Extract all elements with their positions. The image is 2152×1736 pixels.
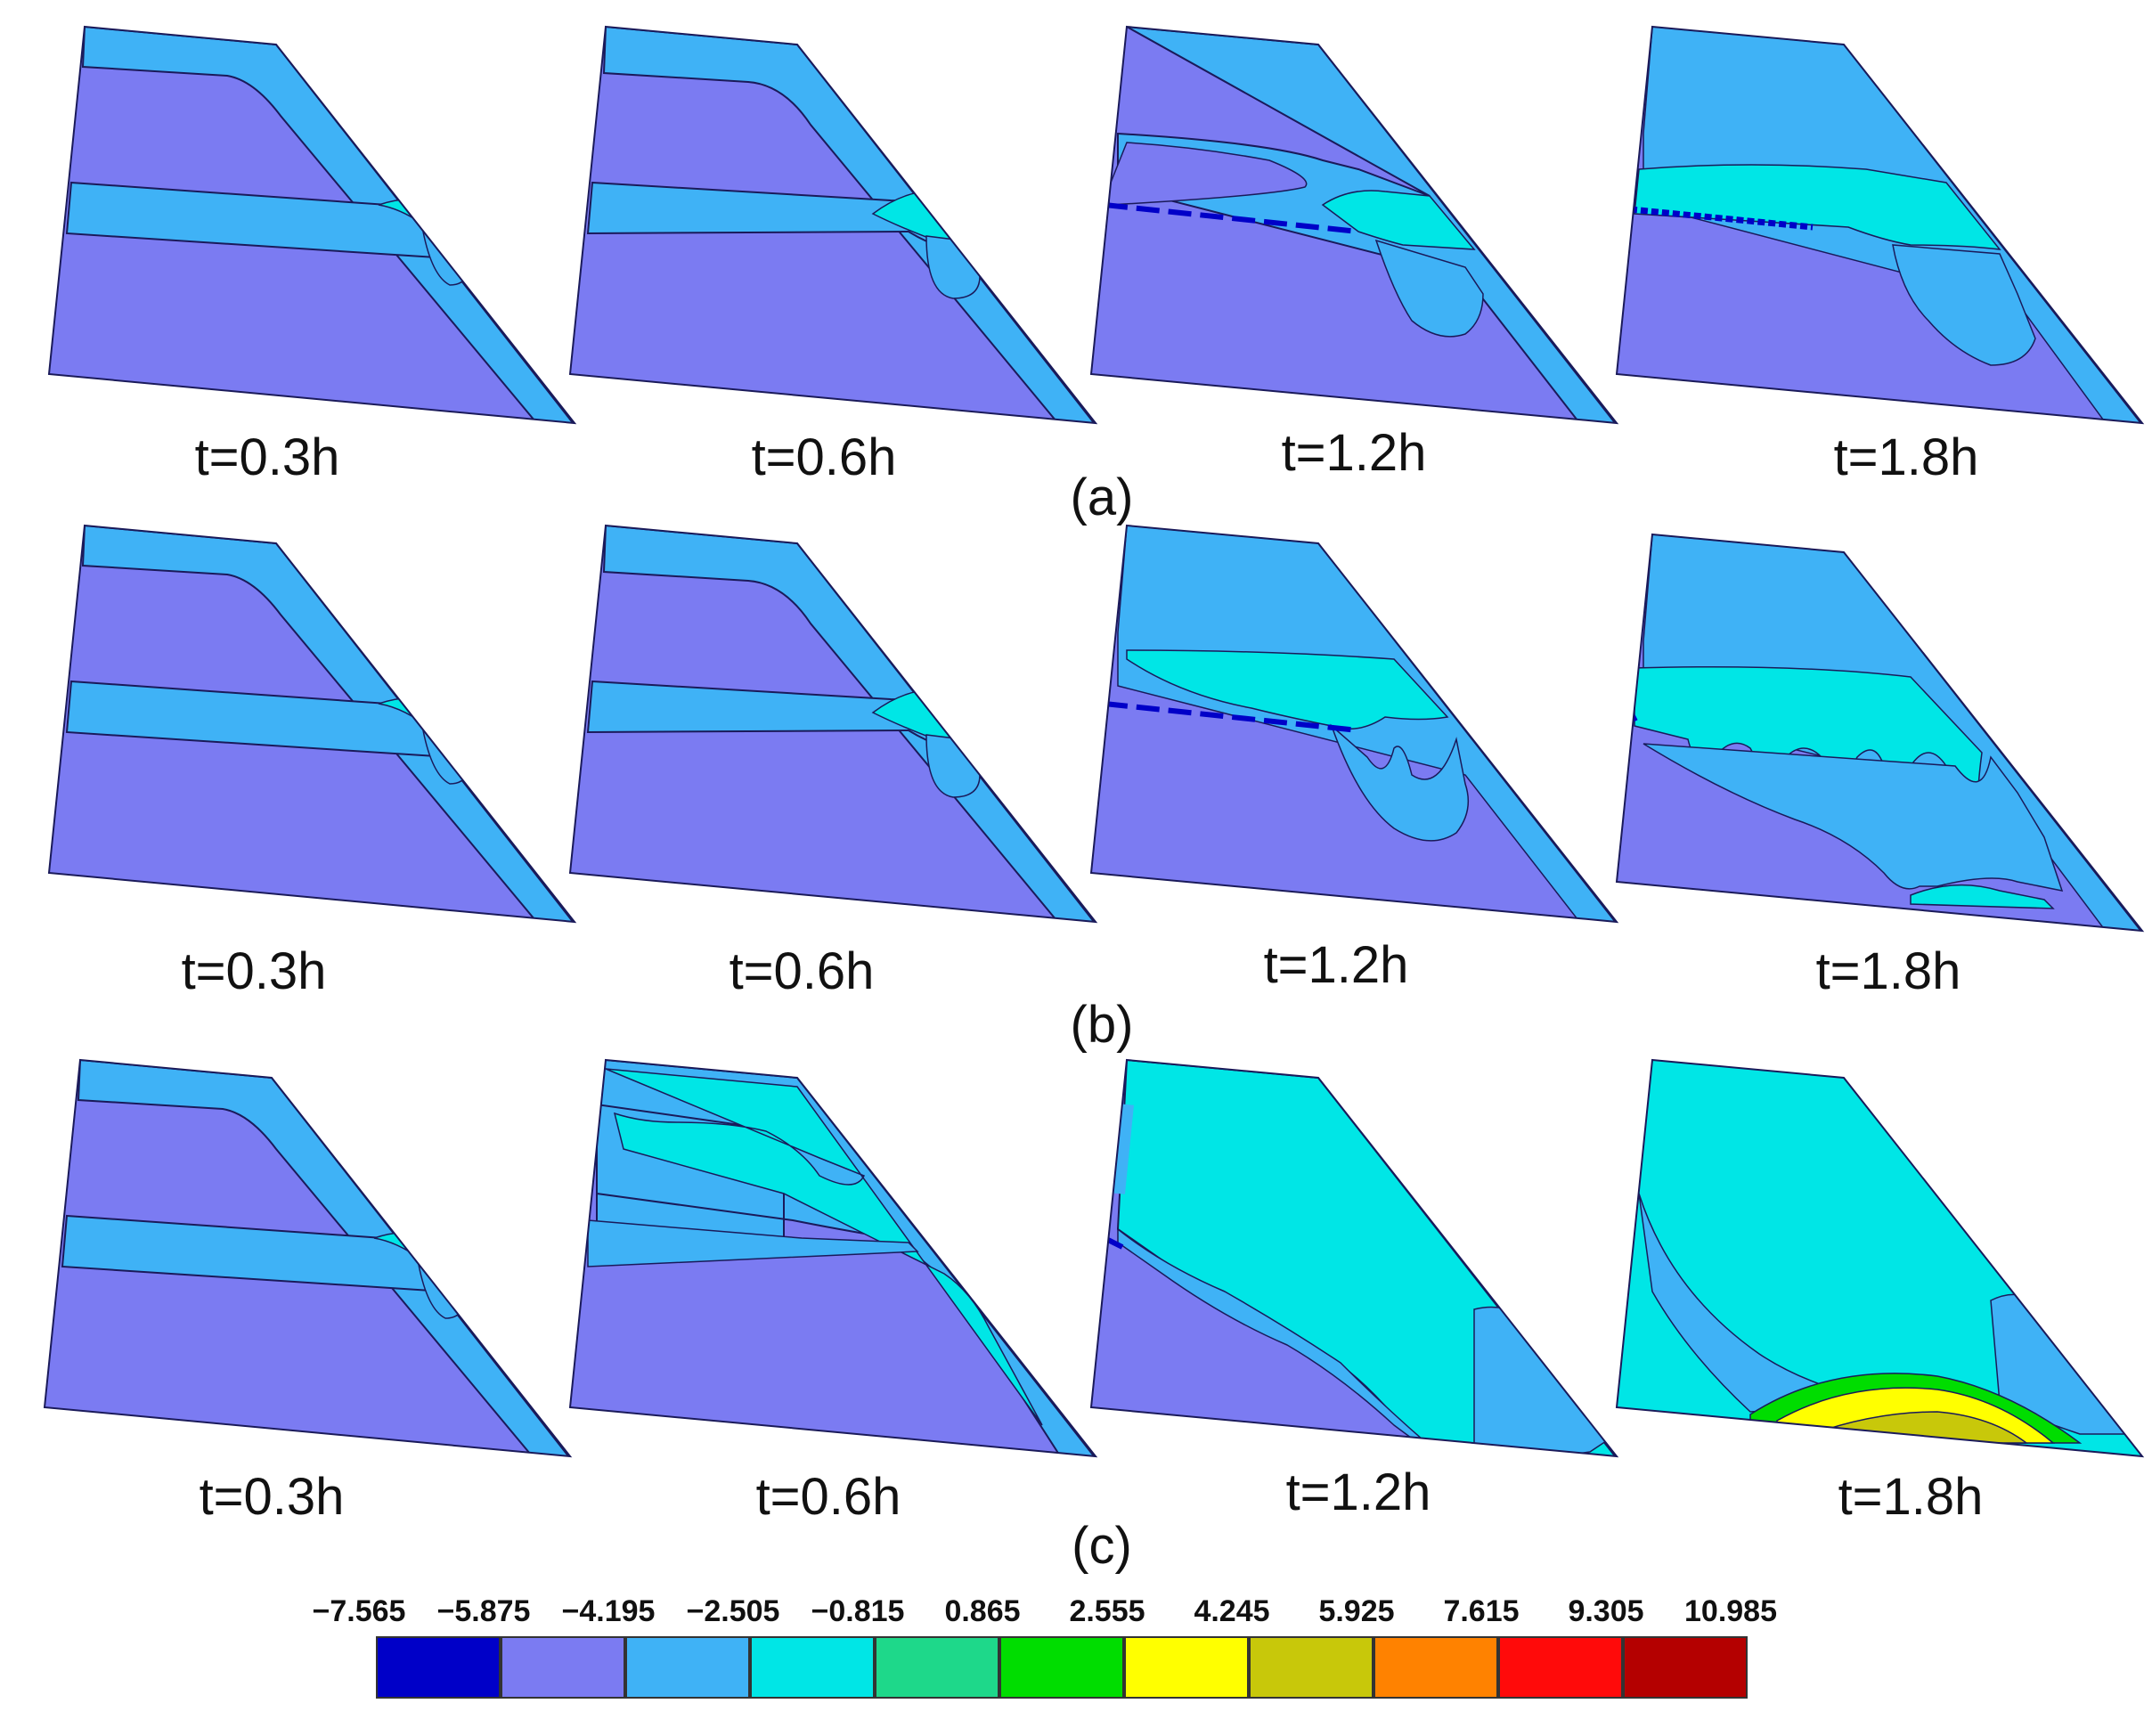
colorbar-swatch [501,1636,625,1699]
colorbar-tick-label: 9.305 [1568,1594,1643,1628]
colorbar-tick-label: 2.555 [1069,1594,1145,1628]
time-label: t=0.6h [730,942,875,1000]
time-labels-row-c: t=0.3h t=0.6h t=1.2h t=1.8h [200,1463,1984,1526]
time-label: t=1.8h [1838,1468,1984,1526]
colorbar-swatch [1249,1636,1374,1699]
colorbar-tick-label: −4.195 [562,1594,656,1628]
colorbar-tick-label: −7.565 [313,1594,406,1628]
time-label: t=0.3h [195,428,340,486]
row-b-panels [47,524,2145,933]
colorbar-swatch [1623,1636,1748,1699]
time-label: t=1.2h [1282,424,1427,482]
colorbar-tick-label: −5.875 [437,1594,531,1628]
colorbar-tick-label: 10.985 [1684,1594,1777,1628]
colorbar-swatch [376,1636,501,1699]
time-label: t=1.8h [1816,942,1961,1000]
time-label: t=1.2h [1264,936,1409,994]
panel-b-0.6h [568,524,1098,924]
panel-a-1.8h [1615,25,2145,425]
time-labels-row-a: t=0.3h t=0.6h t=1.2h t=1.8h [195,424,1979,486]
row-label-b: (b) [1071,996,1134,1054]
panel-a-0.3h [47,25,577,425]
row-label-c: (c) [1072,1517,1132,1575]
row-label-a: (a) [1071,469,1134,526]
time-labels-row-b: t=0.3h t=0.6h t=1.2h t=1.8h [182,936,1961,1000]
colorbar-tick-label: 5.925 [1318,1594,1394,1628]
colorbar-swatch [999,1636,1124,1699]
colorbar-tick-label: −2.505 [687,1594,780,1628]
panel-c-0.3h [43,1058,573,1458]
row-a-panels [47,25,2145,425]
colorbar: −7.565 −5.875 −4.195 −2.505 −0.815 0.865 2.555… [313,1594,1777,1699]
colorbar-swatch [750,1636,875,1699]
colorbar-swatch [1498,1636,1623,1699]
colorbar-swatch [875,1636,999,1699]
time-label: t=0.6h [756,1468,901,1526]
colorbar-tick-label: −0.815 [811,1594,905,1628]
colorbar-tick-label: 0.865 [944,1594,1020,1628]
time-label: t=0.6h [752,428,897,486]
colorbar-swatch [1374,1636,1498,1699]
panel-b-1.2h [1089,524,1619,924]
colorbar-tick-label: 7.615 [1443,1594,1519,1628]
panel-c-0.6h [568,1058,1098,1458]
colorbar-swatch [1124,1636,1249,1699]
panel-c-1.2h [1089,1058,1619,1458]
time-label: t=1.2h [1286,1463,1431,1521]
time-label: t=0.3h [182,942,327,1000]
panel-b-0.3h [47,524,577,924]
row-c-panels [43,1058,2145,1458]
panel-b-1.8h [1615,533,2145,933]
time-label: t=1.8h [1834,428,1979,486]
time-label: t=0.3h [200,1468,345,1526]
panel-a-0.6h [568,25,1098,425]
colorbar-swatch [625,1636,750,1699]
panel-a-1.2h [1089,25,1619,425]
colorbar-tick-label: 4.245 [1194,1594,1269,1628]
panel-c-1.8h [1615,1058,2145,1458]
